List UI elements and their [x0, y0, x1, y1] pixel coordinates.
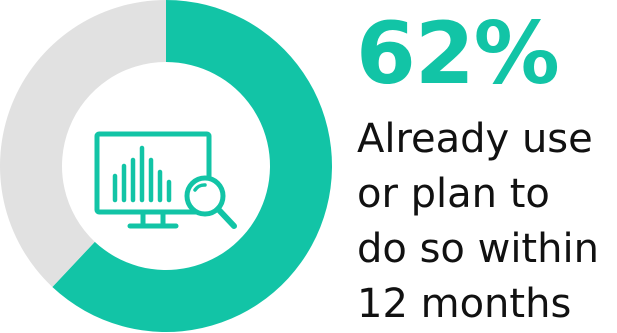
caption-line-2: or plan to: [357, 171, 550, 217]
caption-text: Already use or plan to do so within 12 m…: [357, 112, 617, 332]
caption-line-3: do so within: [357, 226, 599, 272]
headline-percentage: 62%: [356, 4, 560, 104]
monitor-analytics-search-icon: [94, 131, 237, 229]
donut-slice-2: [0, 0, 166, 288]
donut-slice-1: [52, 0, 332, 332]
donut-slices: [0, 0, 332, 332]
donut-chart: [0, 0, 332, 332]
caption-line-4: 12 months: [357, 281, 572, 327]
caption-line-1: Already use: [357, 116, 593, 162]
